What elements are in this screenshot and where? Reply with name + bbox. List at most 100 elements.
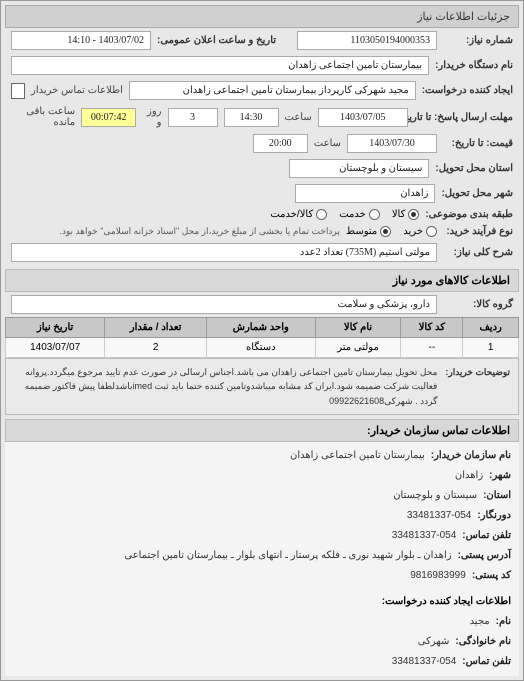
name-value: مجید <box>470 613 490 631</box>
price-until-label: قیمت: تا تاریخ: <box>443 138 513 149</box>
goods-table: ردیف کد کالا نام کالا واحد شمارش تعداد /… <box>5 317 519 358</box>
postal-label: کد پستی: <box>472 567 511 585</box>
phone-value: 33481337-054 <box>392 527 457 545</box>
row-deadline: مهلت ارسال پاسخ: تا تاریخ: 1403/07/05 سا… <box>5 103 519 131</box>
radio-kala-khedmat[interactable]: کالا/خدمت <box>270 209 327 220</box>
radio-icon <box>408 209 419 220</box>
description-block: توضیحات خریدار: محل تحویل بیمارستان تامی… <box>5 358 519 415</box>
radio-icon <box>426 226 437 237</box>
panel-header: جزئیات اطلاعات نیاز <box>5 5 519 28</box>
radio-icon <box>316 209 327 220</box>
creator-title: اطلاعات ایجاد کننده درخواست: <box>13 592 511 612</box>
c-phone-value: 33481337-054 <box>392 653 457 671</box>
buyer-input[interactable]: بیمارستان تامین اجتماعی زاهدان <box>11 56 429 75</box>
process-label: نوع فرآیند خرید: <box>443 226 513 237</box>
subject-label: شرح کلی نیاز: <box>443 247 513 258</box>
price-time-input[interactable]: 20:00 <box>253 134 308 153</box>
radio-kharid[interactable]: خرید <box>403 226 437 237</box>
contact-address: آدرس پستی: زاهدان ـ بلوار شهید نوری ـ فل… <box>13 546 511 566</box>
td-unit: دستگاه <box>206 338 315 358</box>
main-container: جزئیات اطلاعات نیاز شماره نیاز: 11030501… <box>0 0 524 681</box>
province-label: استان محل تحویل: <box>435 163 513 174</box>
contact-postal: کد پستی: 9816983999 <box>13 566 511 586</box>
contact-city: شهر: زاهدان <box>13 466 511 486</box>
city-label: شهر محل تحویل: <box>441 188 513 199</box>
requester-input[interactable]: مجید شهرکی کارپرداز بیمارستان تامین اجتم… <box>129 81 416 100</box>
row-subject: شرح کلی نیاز: مولتی استیم (735M) تعداد 2… <box>5 240 519 265</box>
deadline-date-input[interactable]: 1403/07/05 <box>318 108 408 127</box>
radio-label: متوسط <box>346 226 377 237</box>
td-date: 1403/07/07 <box>6 338 105 358</box>
org-value: بیمارستان تامین اجتماعی زاهدان <box>290 447 425 465</box>
public-date-input[interactable]: 1403/07/02 - 14:10 <box>11 31 151 50</box>
radio-label: خرید <box>403 226 423 237</box>
fax-value: 33481337-054 <box>407 507 472 525</box>
process-note: پرداخت تمام یا بخشی از مبلغ خرید،از محل … <box>59 226 339 237</box>
contact-org: نام سازمان خریدار: بیمارستان تامین اجتما… <box>13 446 511 466</box>
price-date-input[interactable]: 1403/07/30 <box>347 134 437 153</box>
radio-kala[interactable]: کالا <box>392 209 420 220</box>
province-input[interactable]: سیستان و بلوچستان <box>289 159 429 178</box>
row-price: قیمت: تا تاریخ: 1403/07/30 ساعت 20:00 <box>5 131 519 156</box>
fax-label: دورنگار: <box>477 507 511 525</box>
c-province-label: استان: <box>483 487 511 505</box>
creator-name: نام: مجید <box>13 612 511 632</box>
deadline-remain-input[interactable]: 00:07:42 <box>81 108 136 127</box>
postal-value: 9816983999 <box>410 567 466 585</box>
row-province: استان محل تحویل: سیستان و بلوچستان <box>5 156 519 181</box>
td-qty: 2 <box>105 338 207 358</box>
buyer-label: نام دستگاه خریدار: <box>435 60 513 71</box>
radio-label: کالا <box>392 209 406 220</box>
family-value: شهرکی <box>418 633 450 651</box>
th-unit: واحد شمارش <box>206 318 315 338</box>
radio-icon <box>380 226 391 237</box>
deadline-time-input[interactable]: 14:30 <box>224 108 279 127</box>
requester-label: ایجاد کننده درخواست: <box>422 85 513 96</box>
c-phone-label: تلفن تماس: <box>462 653 511 671</box>
row-process: نوع فرآیند خرید: خرید متوسط پرداخت تمام … <box>5 223 519 240</box>
radio-motavaset[interactable]: متوسط <box>346 226 391 237</box>
address-label: آدرس پستی: <box>458 547 511 565</box>
contact-fax: دورنگار: 33481337-054 <box>13 506 511 526</box>
row-category: طبقه بندی موضوعی: کالا خدمت کالا/خدمت <box>5 206 519 223</box>
deadline-time-label: ساعت <box>285 112 312 123</box>
th-date: تاریخ نیاز <box>6 318 105 338</box>
creator-phone: تلفن تماس: 33481337-054 <box>13 652 511 672</box>
contact-link-label[interactable]: اطلاعات تماس خریدار <box>31 85 123 96</box>
category-radio-group: کالا خدمت کالا/خدمت <box>270 209 419 220</box>
td-name: مولتی متر <box>315 338 401 358</box>
radio-label: خدمت <box>339 209 366 220</box>
contact-phone: تلفن تماس: 33481337-054 <box>13 526 511 546</box>
th-name: نام کالا <box>315 318 401 338</box>
th-code: کد کالا <box>401 318 463 338</box>
radio-icon <box>369 209 380 220</box>
process-radio-group: خرید متوسط <box>346 226 437 237</box>
td-code: -- <box>401 338 463 358</box>
document-icon[interactable] <box>11 83 25 99</box>
row-requester: ایجاد کننده درخواست: مجید شهرکی کارپرداز… <box>5 78 519 103</box>
row-number: شماره نیاز: 1103050194000353 تاریخ و ساع… <box>5 28 519 53</box>
c-city-label: شهر: <box>489 467 511 485</box>
row-goods-group: گروه کالا: دارو، پزشکی و سلامت <box>5 292 519 317</box>
group-label: گروه کالا: <box>443 299 513 310</box>
org-label: نام سازمان خریدار: <box>431 447 511 465</box>
th-row: ردیف <box>463 318 519 338</box>
table-header-row: ردیف کد کالا نام کالا واحد شمارش تعداد /… <box>6 318 519 338</box>
table-row[interactable]: 1 -- مولتی متر دستگاه 2 1403/07/07 <box>6 338 519 358</box>
category-label: طبقه بندی موضوعی: <box>425 209 513 220</box>
radio-khedmat[interactable]: خدمت <box>339 209 380 220</box>
td-row: 1 <box>463 338 519 358</box>
city-input[interactable]: زاهدان <box>295 184 435 203</box>
number-input[interactable]: 1103050194000353 <box>297 31 437 50</box>
public-date-label: تاریخ و ساعت اعلان عمومی: <box>157 35 276 46</box>
row-city: شهر محل تحویل: زاهدان <box>5 181 519 206</box>
goods-section-title: اطلاعات کالاهای مورد نیاز <box>5 269 519 292</box>
th-qty: تعداد / مقدار <box>105 318 207 338</box>
phone-label: تلفن تماس: <box>462 527 511 545</box>
deadline-days-input[interactable]: 3 <box>168 108 218 127</box>
number-label: شماره نیاز: <box>443 35 513 46</box>
group-input[interactable]: دارو، پزشکی و سلامت <box>11 295 437 314</box>
price-time-label: ساعت <box>314 138 341 149</box>
desc-text: محل تحویل بیمارستان تامین اجتماعی زاهدان… <box>14 365 437 408</box>
subject-input[interactable]: مولتی استیم (735M) تعداد 2عدد <box>11 243 437 262</box>
